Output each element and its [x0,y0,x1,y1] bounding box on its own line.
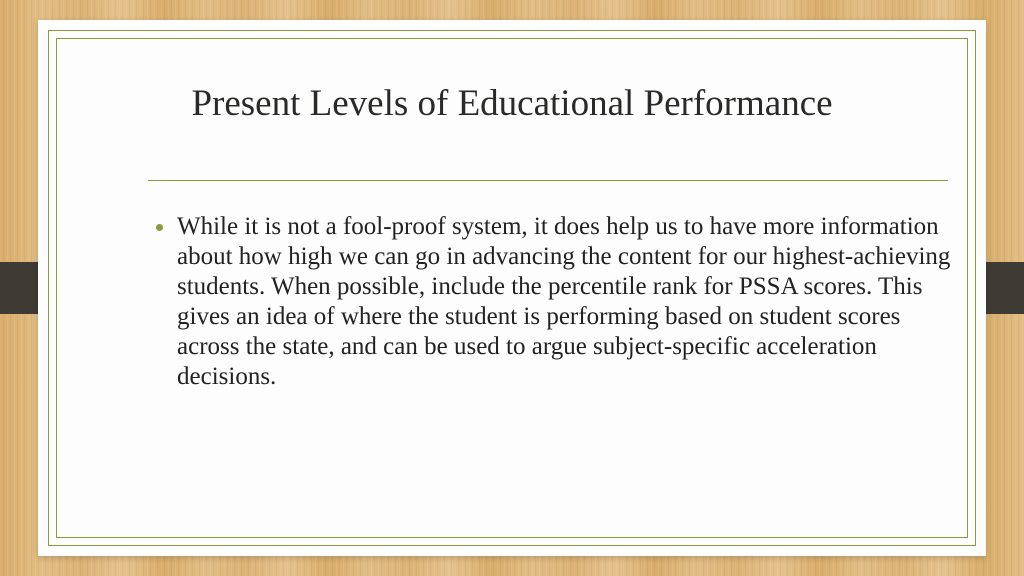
slide-title: Present Levels of Educational Performanc… [38,82,986,125]
decor-tab-left [0,262,40,314]
decor-tab-right [984,262,1024,314]
bullet-item: While it is not a fool-proof system, it … [156,212,956,392]
slide-card: Present Levels of Educational Performanc… [38,20,986,556]
bullet-text: While it is not a fool-proof system, it … [177,212,956,392]
title-divider [148,180,948,181]
bullet-dot-icon [156,224,163,231]
slide-body: While it is not a fool-proof system, it … [156,212,956,392]
